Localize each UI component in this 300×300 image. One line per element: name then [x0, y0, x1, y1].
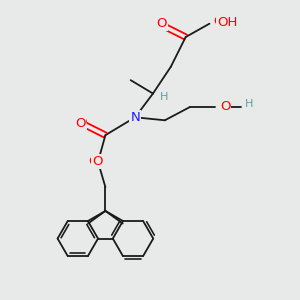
Text: O: O [155, 16, 166, 29]
Text: O: O [88, 155, 99, 168]
Text: H: H [245, 99, 254, 109]
Text: H: H [160, 92, 169, 101]
Text: O: O [75, 117, 86, 130]
Text: N: N [130, 111, 140, 124]
Text: O: O [92, 155, 103, 168]
Text: O: O [157, 17, 167, 30]
Text: H: H [245, 100, 254, 110]
Text: OH: OH [217, 16, 237, 29]
Text: O: O [220, 100, 230, 113]
Text: H: H [160, 92, 169, 102]
Text: O: O [220, 100, 230, 113]
Text: OH: OH [213, 15, 233, 28]
Text: N: N [130, 111, 140, 124]
Text: O: O [76, 116, 86, 129]
